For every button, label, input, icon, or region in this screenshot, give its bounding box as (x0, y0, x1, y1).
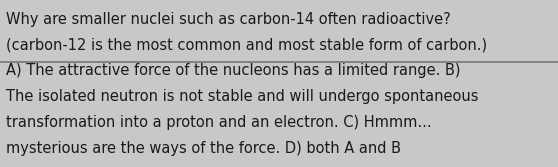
Text: The isolated neutron is not stable and will undergo spontaneous: The isolated neutron is not stable and w… (6, 89, 478, 104)
Text: Why are smaller nuclei such as carbon-14 often radioactive?: Why are smaller nuclei such as carbon-14… (6, 12, 450, 27)
Text: A) The attractive force of the nucleons has a limited range. B): A) The attractive force of the nucleons … (6, 63, 460, 78)
Text: transformation into a proton and an electron. C) Hmmm...: transformation into a proton and an elec… (6, 115, 431, 130)
Text: mysterious are the ways of the force. D) both A and B: mysterious are the ways of the force. D)… (6, 141, 401, 156)
Text: (carbon-12 is the most common and most stable form of carbon.): (carbon-12 is the most common and most s… (6, 38, 487, 53)
